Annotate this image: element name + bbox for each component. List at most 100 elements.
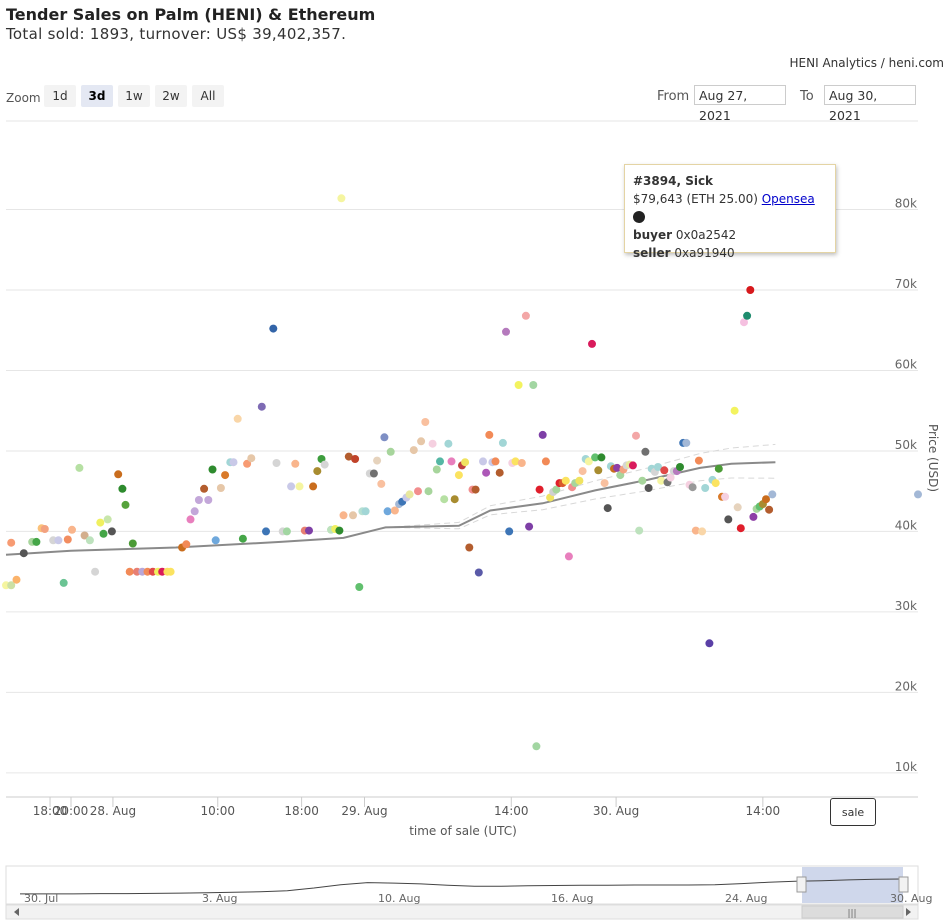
sale-point[interactable] (541, 457, 550, 466)
sale-point[interactable] (405, 490, 414, 499)
sale-point[interactable] (96, 518, 105, 527)
sale-point[interactable] (749, 512, 758, 521)
sale-point[interactable] (482, 468, 491, 477)
sale-point[interactable] (743, 311, 752, 320)
sale-point[interactable] (243, 459, 252, 468)
sale-point[interactable] (373, 456, 382, 465)
sale-point[interactable] (762, 495, 770, 504)
sale-point[interactable] (552, 485, 561, 494)
sale-point[interactable] (349, 511, 357, 520)
sale-point[interactable] (166, 567, 175, 576)
sale-point[interactable] (272, 459, 281, 467)
sale-point[interactable] (495, 468, 504, 477)
sale-point[interactable] (247, 454, 256, 463)
sale-point[interactable] (660, 466, 669, 475)
sale-point[interactable] (63, 535, 72, 544)
sale-point[interactable] (335, 526, 344, 535)
sale-point[interactable] (521, 311, 530, 320)
navigator-scrollbar-thumb[interactable] (801, 905, 904, 919)
zoom-1d-button[interactable]: 1d (44, 85, 76, 107)
sale-point[interactable] (380, 433, 389, 442)
sale-point[interactable] (474, 568, 483, 577)
sale-point[interactable] (344, 452, 353, 461)
sale-point[interactable] (765, 505, 774, 514)
sale-point[interactable] (635, 526, 644, 535)
sale-point[interactable] (465, 543, 474, 552)
sale-point[interactable] (676, 463, 684, 471)
sale-point[interactable] (632, 431, 640, 440)
sale-point[interactable] (529, 381, 538, 389)
sale-point[interactable] (291, 459, 300, 468)
zoom-all-button[interactable]: All (192, 85, 224, 107)
sale-point[interactable] (578, 467, 587, 476)
sale-point[interactable] (600, 479, 609, 488)
sale-point[interactable] (221, 471, 230, 480)
sale-point[interactable] (511, 457, 520, 466)
sale-point[interactable] (594, 466, 603, 475)
sale-point[interactable] (417, 437, 426, 446)
sale-point[interactable] (103, 515, 112, 524)
sale-point[interactable] (421, 418, 430, 426)
sale-point[interactable] (19, 549, 28, 558)
sale-point[interactable] (714, 464, 723, 473)
sale-point[interactable] (502, 327, 510, 336)
sale-point[interactable] (591, 453, 600, 462)
sale-point[interactable] (485, 430, 494, 439)
sale-point[interactable] (628, 461, 637, 470)
sale-point[interactable] (414, 487, 422, 496)
sale-point[interactable] (186, 515, 195, 524)
sale-point[interactable] (538, 430, 547, 439)
sale-point[interactable] (182, 540, 191, 549)
sale-point[interactable] (666, 473, 675, 482)
sale-point[interactable] (724, 515, 733, 524)
zoom-1w-button[interactable]: 1w (118, 85, 150, 107)
sale-point[interactable] (701, 484, 710, 492)
sale-point[interactable] (257, 402, 266, 411)
sale-point[interactable] (424, 487, 433, 496)
sale-point[interactable] (657, 476, 666, 485)
sale-point[interactable] (229, 458, 238, 467)
sale-point[interactable] (561, 476, 570, 485)
tooltip-opensea-link[interactable]: Opensea (761, 192, 815, 206)
sale-point[interactable] (208, 465, 217, 474)
sale-point[interactable] (454, 471, 463, 480)
sale-point[interactable] (597, 453, 606, 462)
sale-point[interactable] (68, 525, 76, 534)
scroll-left-arrow-icon[interactable] (14, 908, 19, 916)
sale-point[interactable] (118, 484, 127, 493)
sale-point[interactable] (282, 527, 291, 536)
sale-point[interactable] (505, 527, 514, 536)
sale-point[interactable] (54, 536, 63, 545)
sale-point[interactable] (85, 536, 94, 545)
navigator-left-handle[interactable] (796, 876, 807, 893)
sale-point[interactable] (694, 456, 703, 465)
sale-point[interactable] (99, 529, 108, 538)
sale-point[interactable] (768, 490, 777, 499)
navigator-right-handle[interactable] (898, 876, 909, 893)
sale-point[interactable] (269, 324, 278, 333)
sale-point[interactable] (12, 575, 21, 584)
sale-point[interactable] (638, 476, 647, 485)
sale-point[interactable] (525, 522, 534, 531)
sale-point[interactable] (603, 504, 612, 513)
sale-point[interactable] (641, 447, 650, 456)
sale-point[interactable] (535, 485, 544, 494)
sale-point[interactable] (75, 463, 84, 472)
sale-point[interactable] (125, 567, 134, 576)
sale-point[interactable] (471, 485, 480, 494)
sale-point[interactable] (491, 457, 500, 466)
sale-point[interactable] (914, 490, 922, 499)
sale-point[interactable] (740, 318, 748, 327)
sale-point[interactable] (517, 459, 526, 467)
range-to-input[interactable]: Aug 30, 2021 (824, 85, 916, 123)
sale-point[interactable] (313, 467, 322, 476)
sale-point[interactable] (588, 339, 596, 348)
sale-point[interactable] (351, 455, 360, 463)
sale-point[interactable] (733, 503, 742, 512)
sale-point[interactable] (584, 457, 593, 466)
sale-point[interactable] (32, 537, 41, 546)
sale-point[interactable] (705, 639, 714, 648)
sale-point[interactable] (91, 567, 100, 576)
sale-point[interactable] (107, 527, 116, 536)
sale-point[interactable] (200, 484, 209, 493)
